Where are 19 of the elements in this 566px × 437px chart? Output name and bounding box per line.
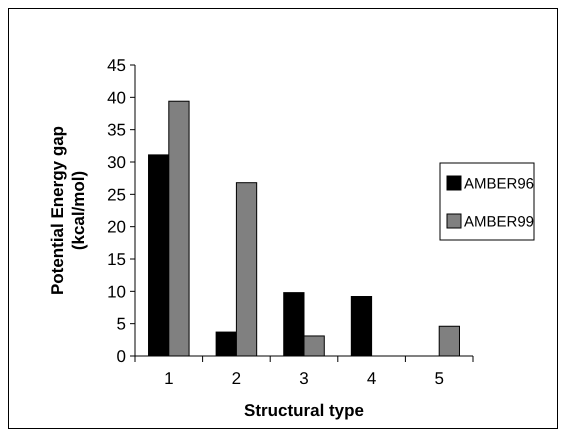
y-tick-label: 10 — [107, 282, 126, 302]
y-tick-label: 0 — [116, 346, 126, 366]
legend-label: AMBER99 — [464, 213, 534, 230]
y-tick-label: 40 — [107, 88, 126, 108]
y-tick-label: 30 — [107, 152, 126, 172]
y-tick-label: 15 — [107, 250, 126, 269]
x-tick-label: 3 — [299, 369, 309, 388]
y-tick-label: 35 — [107, 120, 126, 140]
x-axis-title: Structural type — [244, 401, 364, 420]
y-tick-label: 25 — [107, 185, 126, 204]
x-tick-label: 2 — [232, 369, 242, 388]
x-tick-label: 1 — [164, 369, 174, 388]
x-tick-label: 4 — [366, 369, 376, 388]
x-tick-label: 5 — [434, 369, 444, 388]
y-axis-title: Potential Energy gap (kcal/mol) — [48, 126, 88, 296]
y-tick-label: 5 — [116, 314, 126, 334]
legend-label: AMBER96 — [464, 175, 534, 192]
y-tick-label: 20 — [107, 218, 126, 237]
y-tick-label: 45 — [107, 56, 126, 75]
